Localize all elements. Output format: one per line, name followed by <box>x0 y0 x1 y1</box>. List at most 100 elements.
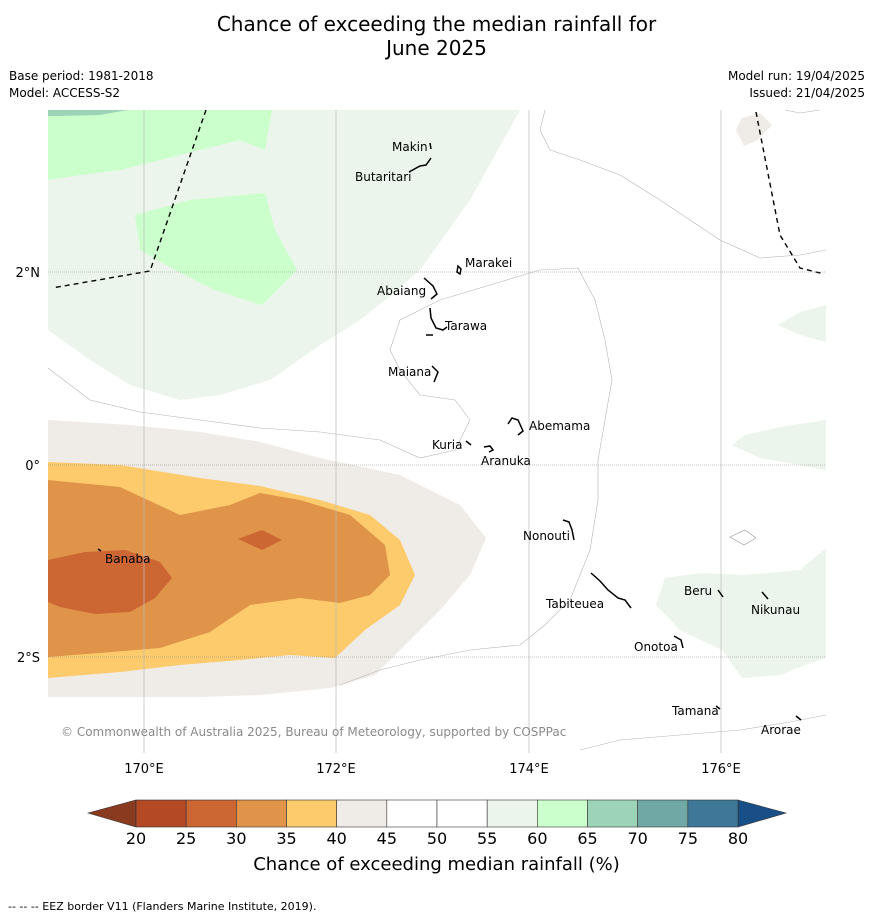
island-abemama <box>507 417 524 436</box>
colorbar-tick-label: 70 <box>627 829 647 848</box>
lat-label-0: 0° <box>25 459 40 474</box>
title-line-2: June 2025 <box>386 36 487 60</box>
island-beru <box>717 589 724 598</box>
label-kuria: Kuria <box>432 438 463 452</box>
contour-40-45-north-east <box>736 113 772 146</box>
colorbar-under-arrow <box>86 799 137 828</box>
model-run-date: Model run: 19/04/2025 <box>727 69 865 83</box>
island-onotoa <box>673 635 684 649</box>
contour-line-small-east <box>729 529 757 546</box>
contour-line-north-east <box>539 110 826 259</box>
colorbar-cell <box>336 799 388 828</box>
contour-30-35 <box>48 480 390 657</box>
lon-label-176e: 176°E <box>701 762 741 777</box>
island-makin <box>429 142 432 150</box>
lon-label-170e: 170°E <box>124 762 164 777</box>
island-marakei <box>456 264 462 276</box>
eez-legend-note: -- -- -- EEZ border V11 (Flanders Marine… <box>8 900 317 913</box>
island-tamana <box>715 705 721 710</box>
run-info: Model run: 19/04/2025 Issued: 21/04/2025 <box>728 68 865 102</box>
colorbar-cell <box>386 799 438 828</box>
colorbar-tick-label: 55 <box>477 829 497 848</box>
label-butaritari: Butaritari <box>355 170 412 184</box>
colorbar-tick-label: 40 <box>326 829 346 848</box>
colorbar-tick-label: 80 <box>728 829 748 848</box>
colorbar-label: Chance of exceeding median rainfall (%) <box>253 854 620 875</box>
colorbar-cell <box>637 799 689 828</box>
colorbar-cell <box>236 799 287 828</box>
contour-line-south <box>579 714 826 751</box>
contour-line-top-right <box>784 110 821 114</box>
label-abemama: Abemama <box>529 419 590 433</box>
colorbar-cell <box>185 799 237 828</box>
island-arorae <box>795 715 802 721</box>
island-butaritari <box>408 157 432 173</box>
colorbar-tick-label: 25 <box>176 829 196 848</box>
colorbar-tick-label: 20 <box>126 829 146 848</box>
colorbar-tick-label: 50 <box>427 829 447 848</box>
label-aranuka: Aranuka <box>481 454 531 468</box>
island-abaiang <box>423 277 438 300</box>
label-makin: Makin <box>392 140 428 154</box>
colorbar-cell <box>687 799 739 828</box>
contour-60-65-west <box>135 193 297 305</box>
colorbar-cell <box>587 799 638 828</box>
label-beru: Beru <box>684 584 712 598</box>
island-tabiteuea <box>590 572 632 609</box>
contour-25-30-banaba <box>48 550 172 614</box>
colorbar-tick-label: 35 <box>276 829 296 848</box>
model-info: Base period: 1981-2018 Model: ACCESS-S2 <box>9 68 154 102</box>
colorbar-tick-label: 45 <box>377 829 397 848</box>
longitude-gridlines <box>143 110 722 753</box>
colorbar-cell <box>537 799 588 828</box>
label-marakei: Marakei <box>465 256 512 270</box>
lon-label-174e: 174°E <box>509 762 549 777</box>
island-nikunau <box>761 591 769 600</box>
map-plot-area: Makin Butaritari Marakei Abaiang Tarawa … <box>48 110 826 753</box>
label-maiana: Maiana <box>388 365 431 379</box>
colorbar-cells <box>135 799 739 828</box>
colorbar-cell <box>286 799 337 828</box>
copyright-credit: © Commonwealth of Australia 2025, Bureau… <box>61 725 566 739</box>
island-maiana <box>431 365 439 383</box>
eez-border-west <box>51 110 207 289</box>
colorbar-tick-label: 60 <box>527 829 547 848</box>
eez-border-east <box>755 111 825 275</box>
model-name: Model: ACCESS-S2 <box>9 86 121 100</box>
longitude-tick-labels: 170°E 172°E 174°E 176°E <box>124 762 741 777</box>
place-labels: Makin Butaritari Marakei Abaiang Tarawa … <box>105 140 801 737</box>
label-tabiteuea: Tabiteuea <box>545 597 604 611</box>
island-nonouti <box>562 519 575 541</box>
label-arorae: Arorae <box>761 723 801 737</box>
contour-55-60-south-east <box>656 548 826 678</box>
label-tamana: Tamana <box>671 704 719 718</box>
label-banaba: Banaba <box>105 552 151 566</box>
issued-date: Issued: 21/04/2025 <box>749 86 865 100</box>
colorbar-over-arrow <box>737 799 788 828</box>
colorbar-tick-labels: 20 25 30 35 40 45 50 55 60 65 70 75 80 <box>126 829 748 848</box>
colorbar-cell <box>486 799 538 828</box>
colorbar-tick-label: 30 <box>226 829 246 848</box>
contour-line-median <box>48 267 613 686</box>
lat-label-2s: 2°S <box>17 651 40 666</box>
label-abaiang: Abaiang <box>377 284 426 298</box>
lat-label-2n: 2°N <box>16 266 41 281</box>
colorbar-cell <box>135 799 187 828</box>
island-aranuka <box>483 445 495 453</box>
latitude-gridlines <box>48 271 826 658</box>
label-tarawa: Tarawa <box>444 319 487 333</box>
label-onotoa: Onotoa <box>634 640 678 654</box>
colorbar-tick-label: 75 <box>678 829 698 848</box>
contour-55-60-east-equator <box>732 420 826 470</box>
contour-55-60-east <box>778 305 826 342</box>
island-kuria <box>465 440 472 446</box>
colorbar-cell <box>436 799 488 828</box>
base-period: Base period: 1981-2018 <box>9 69 154 83</box>
label-nonouti: Nonouti <box>523 529 570 543</box>
island-outlines <box>97 142 802 721</box>
contour-60-65-north-west <box>48 110 272 180</box>
title-line-1: Chance of exceeding the median rainfall … <box>216 12 657 36</box>
label-nikunau: Nikunau <box>751 603 800 617</box>
colorbar: 20 25 30 35 40 45 50 55 60 65 70 75 80 <box>86 799 788 848</box>
